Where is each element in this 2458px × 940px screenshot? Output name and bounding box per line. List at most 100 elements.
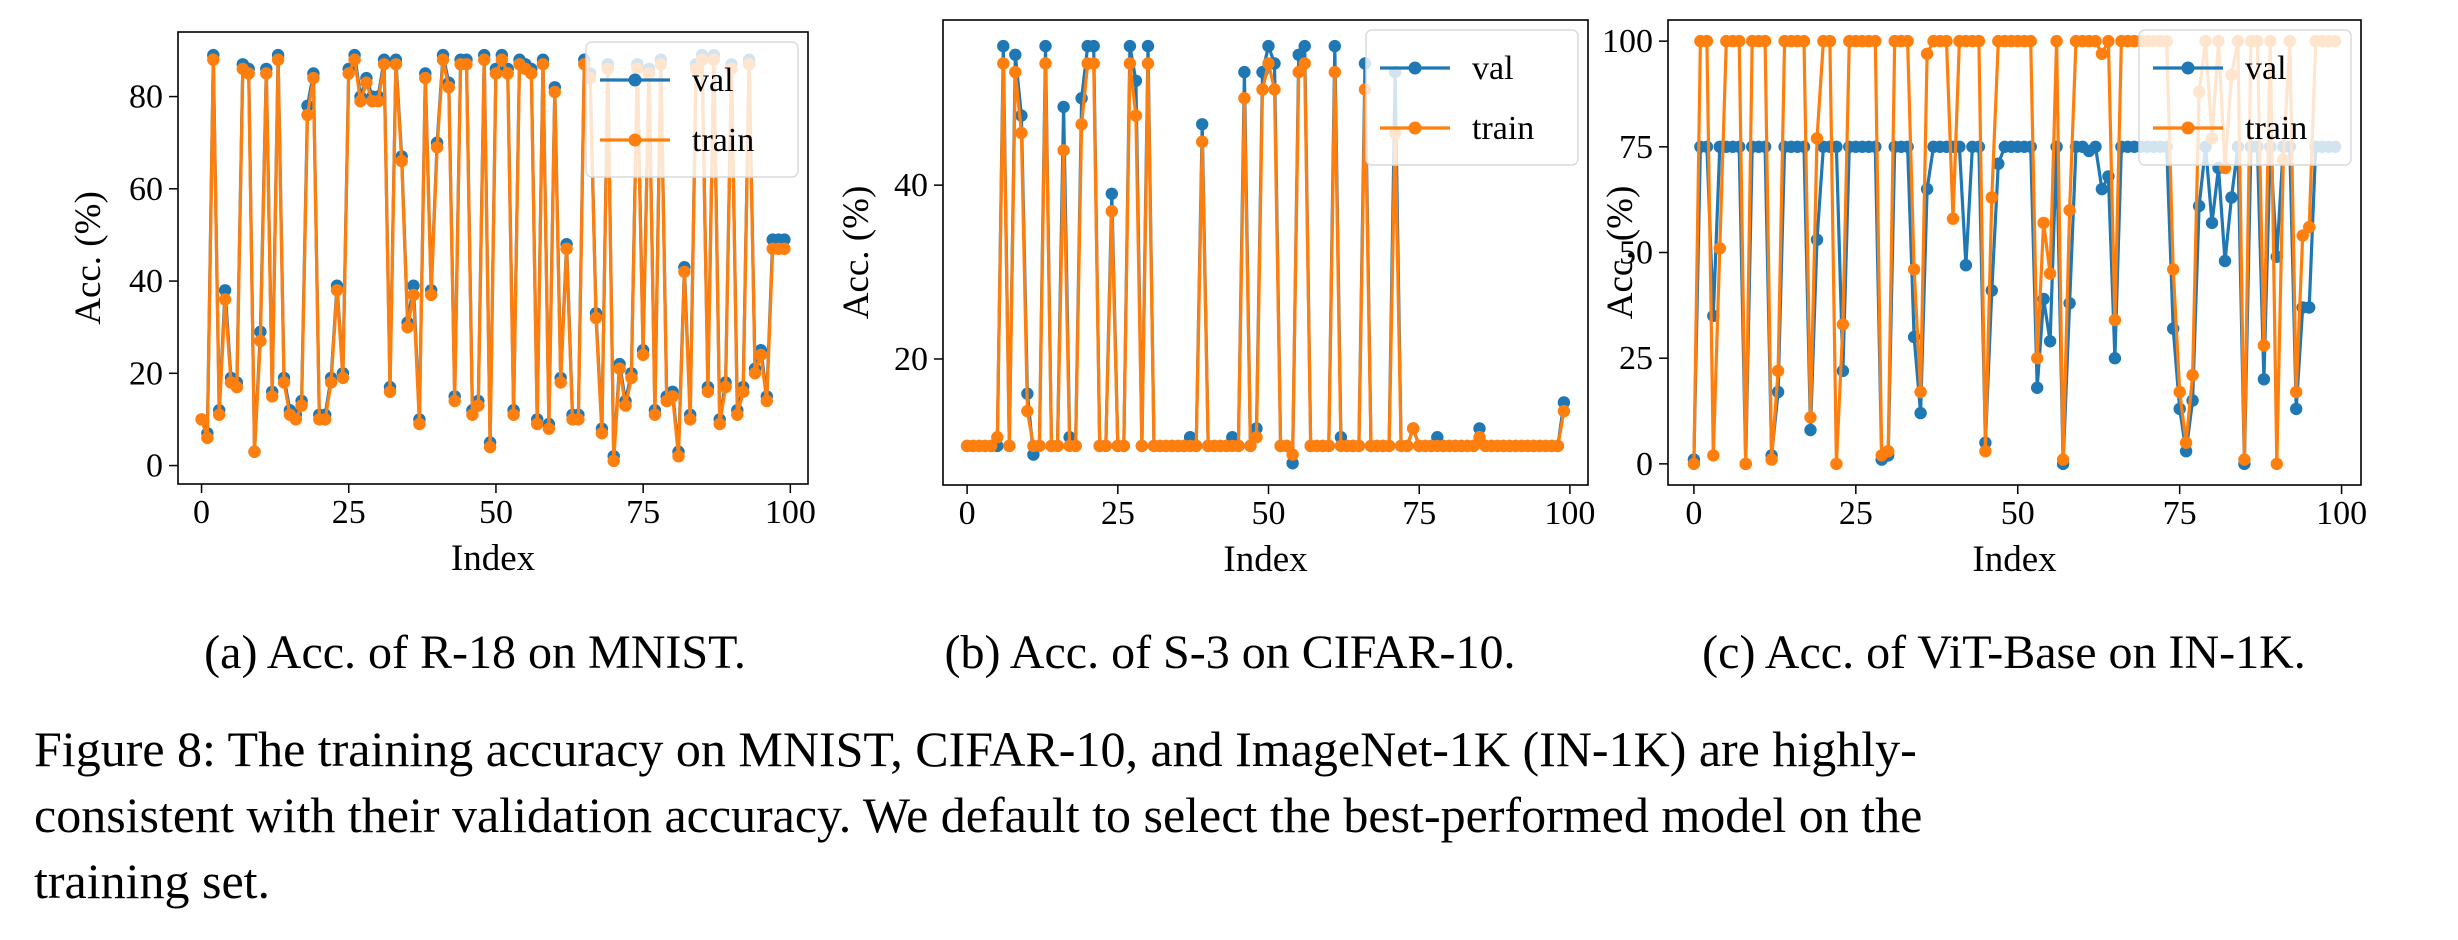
data-point-train [2179, 436, 2193, 449]
data-point-val [1473, 422, 1486, 435]
x-tick-label: 100 [2316, 495, 2367, 532]
data-point-train [1141, 57, 1155, 70]
data-point-train [260, 67, 273, 80]
data-point-train [1946, 212, 1960, 225]
data-point-val [1027, 448, 1040, 461]
data-point-train [1869, 34, 1882, 48]
data-point-train [395, 154, 408, 168]
legend-label-train: train [1472, 110, 1534, 147]
data-point-train [525, 67, 538, 80]
data-point-train [1940, 34, 1953, 48]
data-point-train [1117, 439, 1131, 453]
legend-label-val: val [1472, 50, 1514, 87]
data-point-train [242, 67, 255, 80]
data-point-train [1069, 439, 1082, 453]
data-point-val [1920, 182, 1934, 196]
legend-marker-train [2181, 121, 2195, 135]
x-tick-label: 50 [1252, 495, 1286, 532]
data-point-val [1985, 284, 1999, 297]
data-point-train [1920, 47, 1934, 60]
data-point-train [489, 67, 503, 80]
data-point-val [1298, 39, 1311, 53]
data-point-train [542, 422, 556, 435]
data-point-train [1797, 34, 1811, 48]
data-point-train [560, 242, 573, 255]
x-tick-label: 0 [959, 495, 976, 532]
data-point-val [1431, 431, 1444, 444]
data-point-val [1810, 233, 1824, 246]
data-point-train [1901, 34, 1914, 48]
x-axis-label: Index [451, 538, 536, 579]
data-point-train [289, 413, 302, 426]
data-point-val [2218, 254, 2232, 268]
legend-label-val: val [692, 62, 734, 99]
data-point-train [213, 408, 226, 421]
data-point-train [1551, 439, 1565, 453]
data-point-train [271, 53, 285, 66]
data-point-train [1135, 439, 1149, 453]
data-point-train [1972, 34, 1986, 48]
data-point-train [2031, 352, 2044, 365]
legend-marker-val [628, 73, 642, 87]
data-point-train [330, 284, 344, 297]
data-point-train [507, 408, 520, 421]
data-point-train [301, 108, 314, 122]
data-point-train [1382, 439, 1396, 453]
data-point-train [1322, 439, 1336, 453]
y-axis-label: Acc. (%) [1600, 186, 1641, 320]
data-point-train [1836, 318, 1850, 331]
data-point-train [436, 53, 450, 66]
legend-marker-train [1408, 121, 1422, 135]
data-point-train [2089, 34, 2102, 48]
subcaption: (b) Acc. of S-3 on CIFAR-10. [944, 626, 1515, 679]
data-point-train [1352, 439, 1366, 453]
legend: val train [2138, 29, 2352, 166]
data-point-train [466, 408, 479, 421]
x-tick-label: 75 [626, 494, 660, 531]
data-point-train [2270, 457, 2283, 471]
data-point-val [407, 279, 420, 292]
data-point-train [277, 376, 291, 389]
x-tick-label: 25 [332, 494, 366, 531]
data-point-train [2108, 313, 2122, 327]
data-point-train [713, 417, 726, 431]
data-point-train [1758, 34, 1772, 48]
data-point-val [997, 39, 1010, 53]
data-point-train [336, 371, 350, 385]
y-tick-label: 75 [1619, 129, 1653, 166]
data-point-val [778, 233, 791, 246]
data-point-train [572, 413, 585, 426]
data-point-train [2043, 267, 2057, 280]
data-point-train [254, 334, 267, 348]
data-point-train [1298, 57, 1311, 70]
data-point-train [678, 265, 691, 278]
data-point-train [2257, 339, 2271, 352]
data-point-train [419, 71, 432, 85]
data-point-train [1280, 439, 1293, 453]
data-point-train [1771, 364, 1785, 378]
data-point-train [348, 53, 361, 66]
data-point-train [1021, 404, 1034, 418]
data-point-train [1401, 439, 1414, 453]
data-point-train [1105, 205, 1119, 218]
data-point-val [2192, 199, 2206, 213]
data-point-train [1129, 109, 1143, 122]
data-point-train [266, 390, 279, 403]
data-point-val [1557, 396, 1571, 409]
data-point-train [401, 321, 414, 334]
data-point-val [2031, 381, 2044, 394]
data-point-train [748, 367, 762, 380]
data-point-train [1700, 34, 1714, 48]
data-point-train [737, 385, 750, 398]
data-point-val [1183, 431, 1197, 444]
legend: val train [1365, 29, 1579, 166]
data-point-val [1039, 39, 1052, 53]
x-tick-label: 0 [193, 494, 210, 531]
data-point-train [731, 408, 744, 421]
y-tick-label: 0 [146, 448, 163, 485]
data-point-val [1797, 140, 1811, 153]
data-point-train [648, 408, 662, 421]
data-point-train [1015, 126, 1028, 140]
data-point-train [2095, 47, 2109, 60]
series-line-train [200, 58, 785, 463]
